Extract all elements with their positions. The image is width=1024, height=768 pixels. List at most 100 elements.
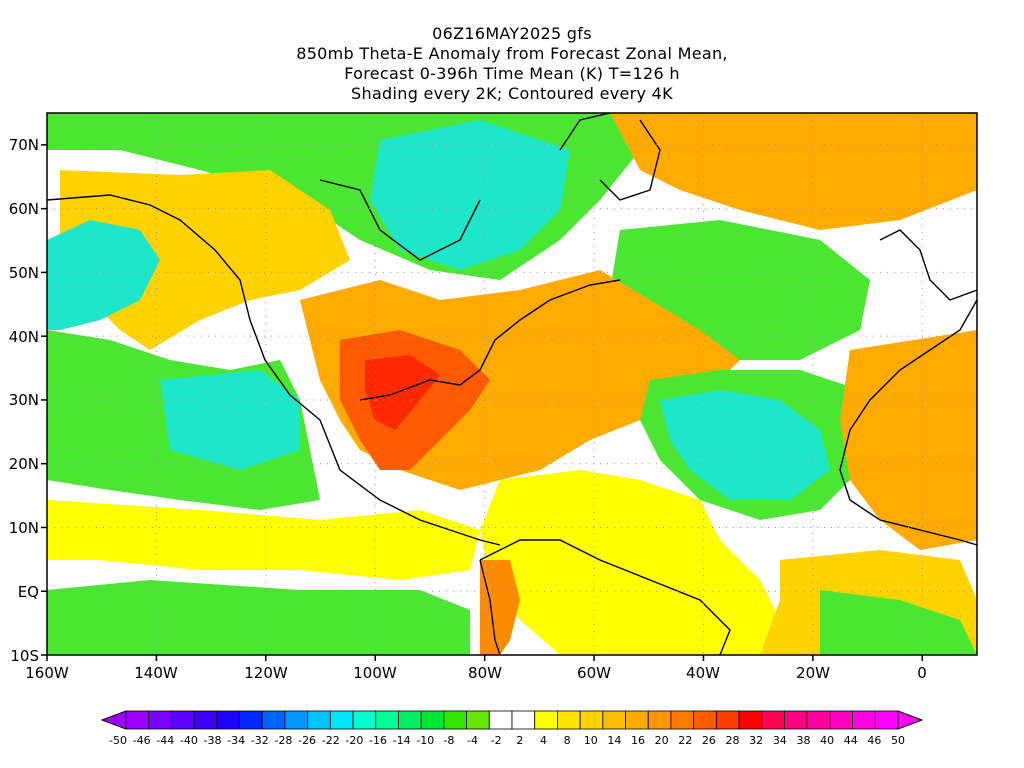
field-cyan-atlantic-swirl <box>660 390 830 500</box>
colorbar-swatch <box>216 710 240 730</box>
lat-label: 70N <box>9 136 39 154</box>
colorbar-swatch <box>193 710 218 730</box>
colorbar-swatch <box>488 710 513 730</box>
colorbar-swatch <box>625 710 649 730</box>
title-line-1: 06Z16MAY2025 gfs <box>432 24 592 43</box>
colorbar-swatch <box>284 710 309 730</box>
colorbar-label: 16 <box>631 734 645 747</box>
colorbar-swatch <box>534 710 558 730</box>
colorbar-swatch <box>148 710 172 730</box>
colorbar-swatch <box>670 710 695 730</box>
coastline-south-america <box>479 539 731 655</box>
lat-label: 20N <box>9 455 39 473</box>
coastline-gulf-east <box>359 279 621 401</box>
colorbar-swatch <box>511 710 536 730</box>
colorbar-swatch <box>829 710 853 730</box>
axis-ticks <box>41 144 924 661</box>
colorbar-label: -2 <box>491 734 502 747</box>
colorbar-label: 40 <box>820 734 834 747</box>
field-orange-andes <box>480 560 520 655</box>
title-line-3: Forecast 0-396h Time Mean (K) T=126 h <box>344 64 680 83</box>
colorbar-label: -10 <box>416 734 434 747</box>
field-gold-nw <box>60 170 350 350</box>
lat-label: 10N <box>9 519 39 537</box>
colorbar-label: 4 <box>540 734 547 747</box>
colorbar-label: -40 <box>180 734 198 747</box>
coastlines <box>47 113 977 655</box>
coastline-africa <box>839 299 977 546</box>
field-yellow-equator <box>47 500 480 580</box>
colorbar-label: -22 <box>322 734 340 747</box>
colorbar-label: -34 <box>227 734 245 747</box>
colorbar-label: -38 <box>204 734 222 747</box>
field-cyan-pacific-south <box>160 370 300 470</box>
colorbar-label: -26 <box>298 734 316 747</box>
colorbar-label: 14 <box>607 734 621 747</box>
colorbar-label: -14 <box>393 734 411 747</box>
colorbar-label: 20 <box>655 734 669 747</box>
colorbar-label: -16 <box>369 734 387 747</box>
field-orange-africa <box>840 330 977 550</box>
colorbar-label: 50 <box>891 734 905 747</box>
title-line-2: 850mb Theta-E Anomaly from Forecast Zona… <box>296 44 728 63</box>
colorbar-swatch <box>307 710 331 730</box>
colorbar-swatch <box>647 710 672 730</box>
colorbar-swatch <box>443 710 467 730</box>
colorbar-swatch <box>352 710 377 730</box>
colorbar-swatch <box>329 710 354 730</box>
colorbar-label: 26 <box>702 734 716 747</box>
colorbar-swatch <box>261 710 286 730</box>
colorbar-swatch <box>874 710 899 730</box>
lon-label: 20W <box>796 664 830 682</box>
coastline-europe <box>879 229 977 301</box>
colorbar-label: -28 <box>274 734 292 747</box>
field-green-equator-south <box>47 580 470 655</box>
coastline-hudson <box>319 179 481 261</box>
field-cyan-greenland <box>370 120 570 270</box>
lon-label: 120W <box>244 664 288 682</box>
colorbar-label: 44 <box>844 734 858 747</box>
lon-label: 140W <box>134 664 178 682</box>
colorbar-swatch <box>579 710 604 730</box>
lat-label: 50N <box>9 264 39 282</box>
colorbar-label: 10 <box>584 734 598 747</box>
colorbar-label: 46 <box>867 734 881 747</box>
colorbar-label: -44 <box>156 734 174 747</box>
colorbar-swatch <box>466 710 490 730</box>
colorbar-label: -20 <box>345 734 363 747</box>
colorbar-label: -50 <box>109 734 127 747</box>
colorbar-label: 2 <box>516 734 523 747</box>
field-yellow-caribbean <box>480 470 780 655</box>
lon-label: 60W <box>577 664 611 682</box>
field-cyan-pacific <box>47 220 160 330</box>
colorbar-swatch <box>420 710 445 730</box>
lon-label: 160W <box>25 664 69 682</box>
colorbar-arrow-right <box>897 710 924 730</box>
colorbar-swatch <box>171 710 195 730</box>
colorbar-swatch <box>602 710 626 730</box>
colorbar-label: 38 <box>796 734 810 747</box>
theta-e-anomaly-field <box>47 113 977 655</box>
colorbar-swatch <box>738 710 763 730</box>
plot-frame <box>46 112 978 656</box>
coastline-north-america <box>47 194 501 546</box>
lon-label: 80W <box>468 664 502 682</box>
colorbar-label: 34 <box>773 734 787 747</box>
colorbar-label: 32 <box>749 734 763 747</box>
lon-label: 100W <box>353 664 397 682</box>
field-orange-greenland <box>610 113 977 230</box>
lon-labels: 160W 140W 120W 100W 80W 60W 40W 20W 0 <box>25 664 927 682</box>
colorbar-swatch <box>557 710 581 730</box>
lat-labels: 70N 60N 50N 40N 30N 20N 10N EQ 10S <box>9 136 39 665</box>
colorbar-swatch <box>398 710 422 730</box>
colorbar-label: 22 <box>678 734 692 747</box>
lat-label: EQ <box>18 583 39 601</box>
lat-label: 40N <box>9 328 39 346</box>
colorbar-label: -4 <box>467 734 478 747</box>
colorbar-label: 28 <box>726 734 740 747</box>
colorbar-swatch <box>239 710 263 730</box>
colorbar-label: -32 <box>251 734 269 747</box>
colorbar-label: 8 <box>564 734 571 747</box>
colorbar-swatch <box>693 710 717 730</box>
